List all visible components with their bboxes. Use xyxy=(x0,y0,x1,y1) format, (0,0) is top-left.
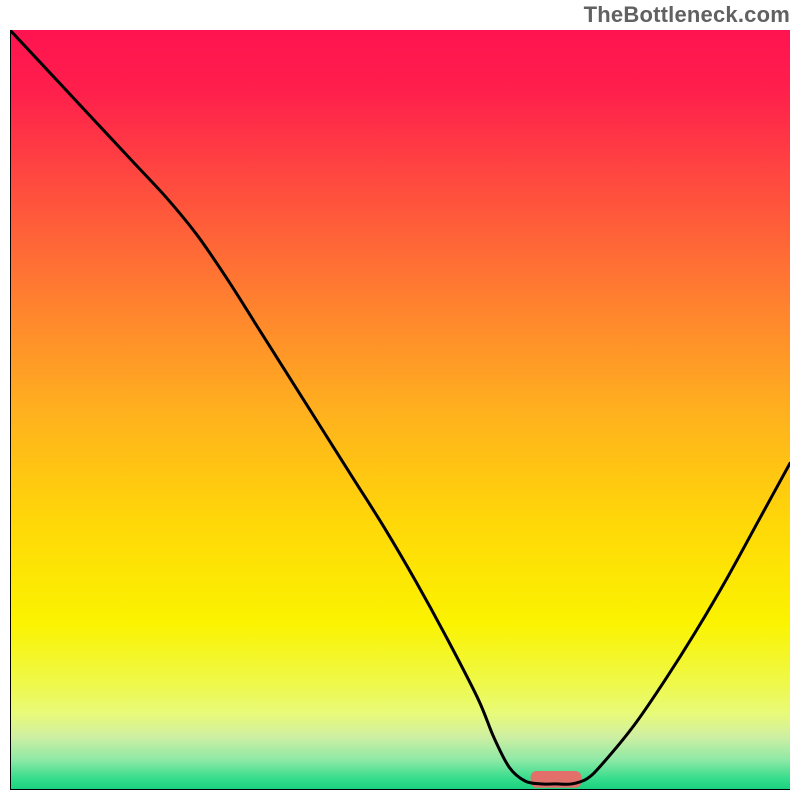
bottleneck-chart xyxy=(10,30,790,790)
chart-svg xyxy=(10,30,790,790)
stage: TheBottleneck.com xyxy=(0,0,800,800)
watermark-text: TheBottleneck.com xyxy=(584,2,790,28)
gradient-background xyxy=(10,30,790,790)
